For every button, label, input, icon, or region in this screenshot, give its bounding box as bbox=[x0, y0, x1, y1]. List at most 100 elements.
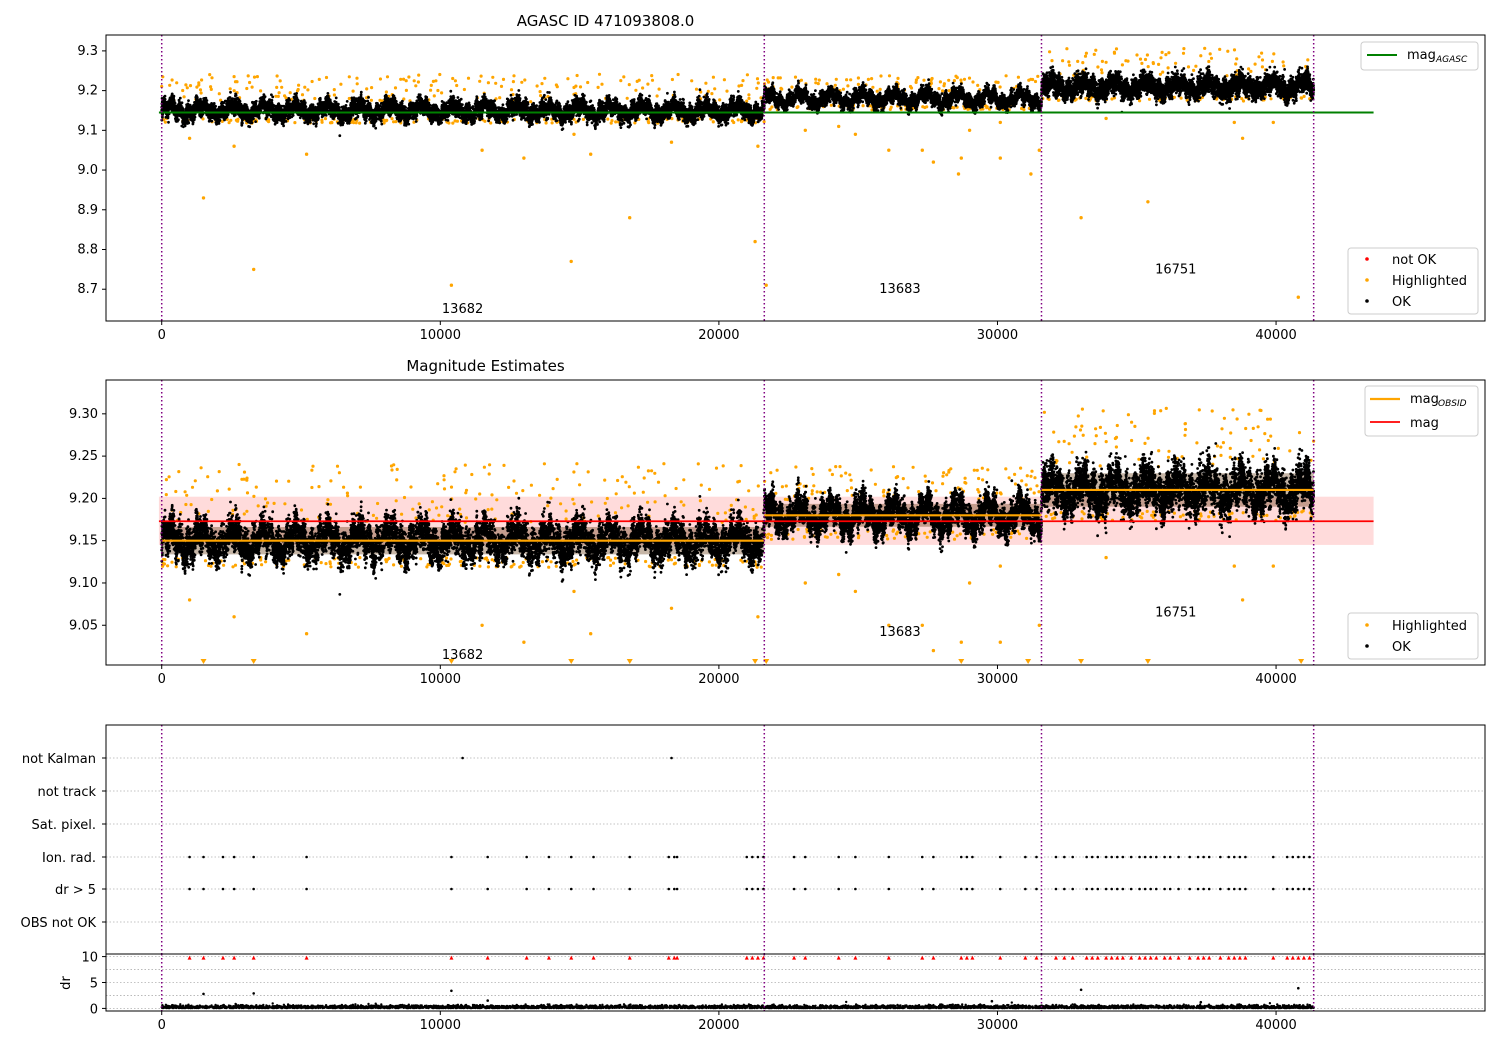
up-triangle-marker bbox=[1053, 955, 1058, 960]
flag-event-marker bbox=[1285, 887, 1289, 891]
up-triangle-marker bbox=[836, 955, 841, 960]
flag-event-marker bbox=[745, 887, 749, 891]
flag-event-marker bbox=[1227, 887, 1231, 891]
obsid-label-16751: 16751 bbox=[1155, 606, 1196, 621]
up-triangle-marker bbox=[1154, 955, 1159, 960]
flag-event-marker bbox=[1219, 855, 1222, 859]
flag-event-marker bbox=[1188, 855, 1191, 859]
up-triangle-marker bbox=[1115, 955, 1120, 960]
flag-event-marker bbox=[1285, 855, 1289, 859]
dr-points-markers bbox=[160, 1000, 1315, 1010]
flag-event-marker bbox=[792, 855, 796, 859]
up-triangle-marker bbox=[221, 955, 226, 960]
flag-event-marker bbox=[1207, 887, 1211, 891]
up-triangle-marker bbox=[1196, 955, 1201, 960]
flag-event-marker bbox=[1024, 855, 1027, 859]
up-triangle-marker bbox=[1285, 955, 1290, 960]
down-triangle-marker bbox=[448, 659, 455, 664]
flag-event-marker bbox=[1149, 855, 1152, 859]
down-triangle-marker bbox=[568, 659, 575, 664]
flag-category-label: Ion. rad. bbox=[42, 851, 96, 866]
flag-event-marker bbox=[1196, 855, 1200, 859]
up-triangle-marker bbox=[1104, 955, 1109, 960]
flag-event-marker bbox=[1196, 887, 1200, 891]
y-tick-label: 9.25 bbox=[69, 449, 98, 464]
flag-event-marker bbox=[932, 855, 935, 859]
flag-event-marker bbox=[971, 855, 974, 859]
flag-event-marker bbox=[1085, 855, 1088, 859]
y-tick-label: 9.20 bbox=[69, 491, 98, 506]
ok-points-markers bbox=[160, 65, 1316, 138]
flag-event-marker bbox=[1138, 887, 1141, 891]
up-triangle-marker bbox=[449, 955, 454, 960]
outlier-points bbox=[187, 555, 1275, 653]
flag-event-marker bbox=[1063, 855, 1066, 859]
flag-event-marker bbox=[998, 855, 1002, 859]
obsid-label-13682: 13682 bbox=[442, 648, 483, 663]
flag-event-marker bbox=[959, 855, 963, 859]
flag-event-marker bbox=[965, 887, 969, 891]
up-triangle-marker bbox=[666, 955, 671, 960]
flag-category-label: not track bbox=[37, 785, 96, 800]
flag-event-marker bbox=[1244, 855, 1247, 859]
flag-event-marker bbox=[1154, 887, 1158, 891]
flag-event-marker bbox=[232, 855, 236, 859]
x-tick-label: 40000 bbox=[1255, 1018, 1296, 1033]
flag-event-marker bbox=[803, 855, 807, 859]
up-triangle-marker bbox=[970, 955, 975, 960]
points-legend: Highlighted OK bbox=[1347, 612, 1479, 660]
flag-event-marker bbox=[592, 855, 595, 859]
flag-event-marker bbox=[202, 855, 205, 859]
flag-category-label: Sat. pixel. bbox=[32, 818, 96, 833]
up-triangle-marker bbox=[1129, 955, 1134, 960]
flag-event-marker bbox=[1071, 887, 1074, 891]
agasc-legend: mag AGASC bbox=[1360, 41, 1479, 71]
flag-event-marker bbox=[1035, 887, 1038, 891]
flag-event-marker bbox=[756, 855, 760, 859]
flag-event-marker bbox=[965, 855, 969, 859]
flag-event-marker bbox=[1129, 887, 1133, 891]
up-triangle-marker bbox=[750, 955, 755, 960]
flags-axes: not Kalman not track Sat. pixel. Ion. rad. d… bbox=[21, 724, 1486, 955]
flag-event-marker bbox=[525, 855, 528, 859]
up-triangle-marker bbox=[591, 955, 596, 960]
up-triangle-marker bbox=[853, 955, 858, 960]
legend-box bbox=[1347, 247, 1479, 315]
flag-event-marker bbox=[675, 887, 679, 891]
x-tick-label: 0 bbox=[158, 1018, 166, 1033]
outlier-points-markers bbox=[187, 555, 1275, 653]
up-triangle-marker bbox=[1109, 955, 1114, 960]
down-triangle-marker bbox=[200, 659, 207, 664]
flag-event-marker bbox=[1271, 855, 1275, 859]
up-triangle-marker bbox=[1176, 955, 1181, 960]
legend-obsid-label: mag bbox=[1410, 392, 1439, 407]
flag-event-marker bbox=[1054, 855, 1058, 859]
legend-marker-0 bbox=[1365, 257, 1369, 261]
flag-event-marker bbox=[1227, 855, 1231, 859]
flag-event-marker bbox=[628, 855, 632, 859]
x-tick-label: 30000 bbox=[977, 672, 1018, 687]
flag-event-marker bbox=[486, 887, 489, 891]
legend-marker-1 bbox=[1365, 644, 1369, 648]
up-triangle-marker bbox=[1070, 955, 1075, 960]
y-tick-label: 8.9 bbox=[77, 203, 98, 218]
flag-event-marker bbox=[628, 887, 632, 891]
flag-event-marker bbox=[1163, 855, 1166, 859]
up-triangle-marker bbox=[201, 955, 206, 960]
x-tick-label: 40000 bbox=[1255, 672, 1296, 687]
flag-event-marker bbox=[837, 887, 840, 891]
flag-event-marker bbox=[1202, 887, 1205, 891]
flag-event-marker bbox=[1096, 887, 1100, 891]
y-tick-label: 0 bbox=[90, 1002, 98, 1017]
flag-event-marker bbox=[1024, 887, 1027, 891]
up-triangle-marker bbox=[546, 955, 551, 960]
legend-box bbox=[1360, 41, 1479, 71]
legend-marker-1 bbox=[1365, 278, 1369, 282]
up-triangle-marker bbox=[232, 955, 237, 960]
flag-event-marker bbox=[1090, 855, 1094, 859]
x-tick-label: 0 bbox=[158, 328, 166, 343]
up-triangle-marker bbox=[964, 955, 969, 960]
flag-event-marker bbox=[1121, 887, 1125, 891]
